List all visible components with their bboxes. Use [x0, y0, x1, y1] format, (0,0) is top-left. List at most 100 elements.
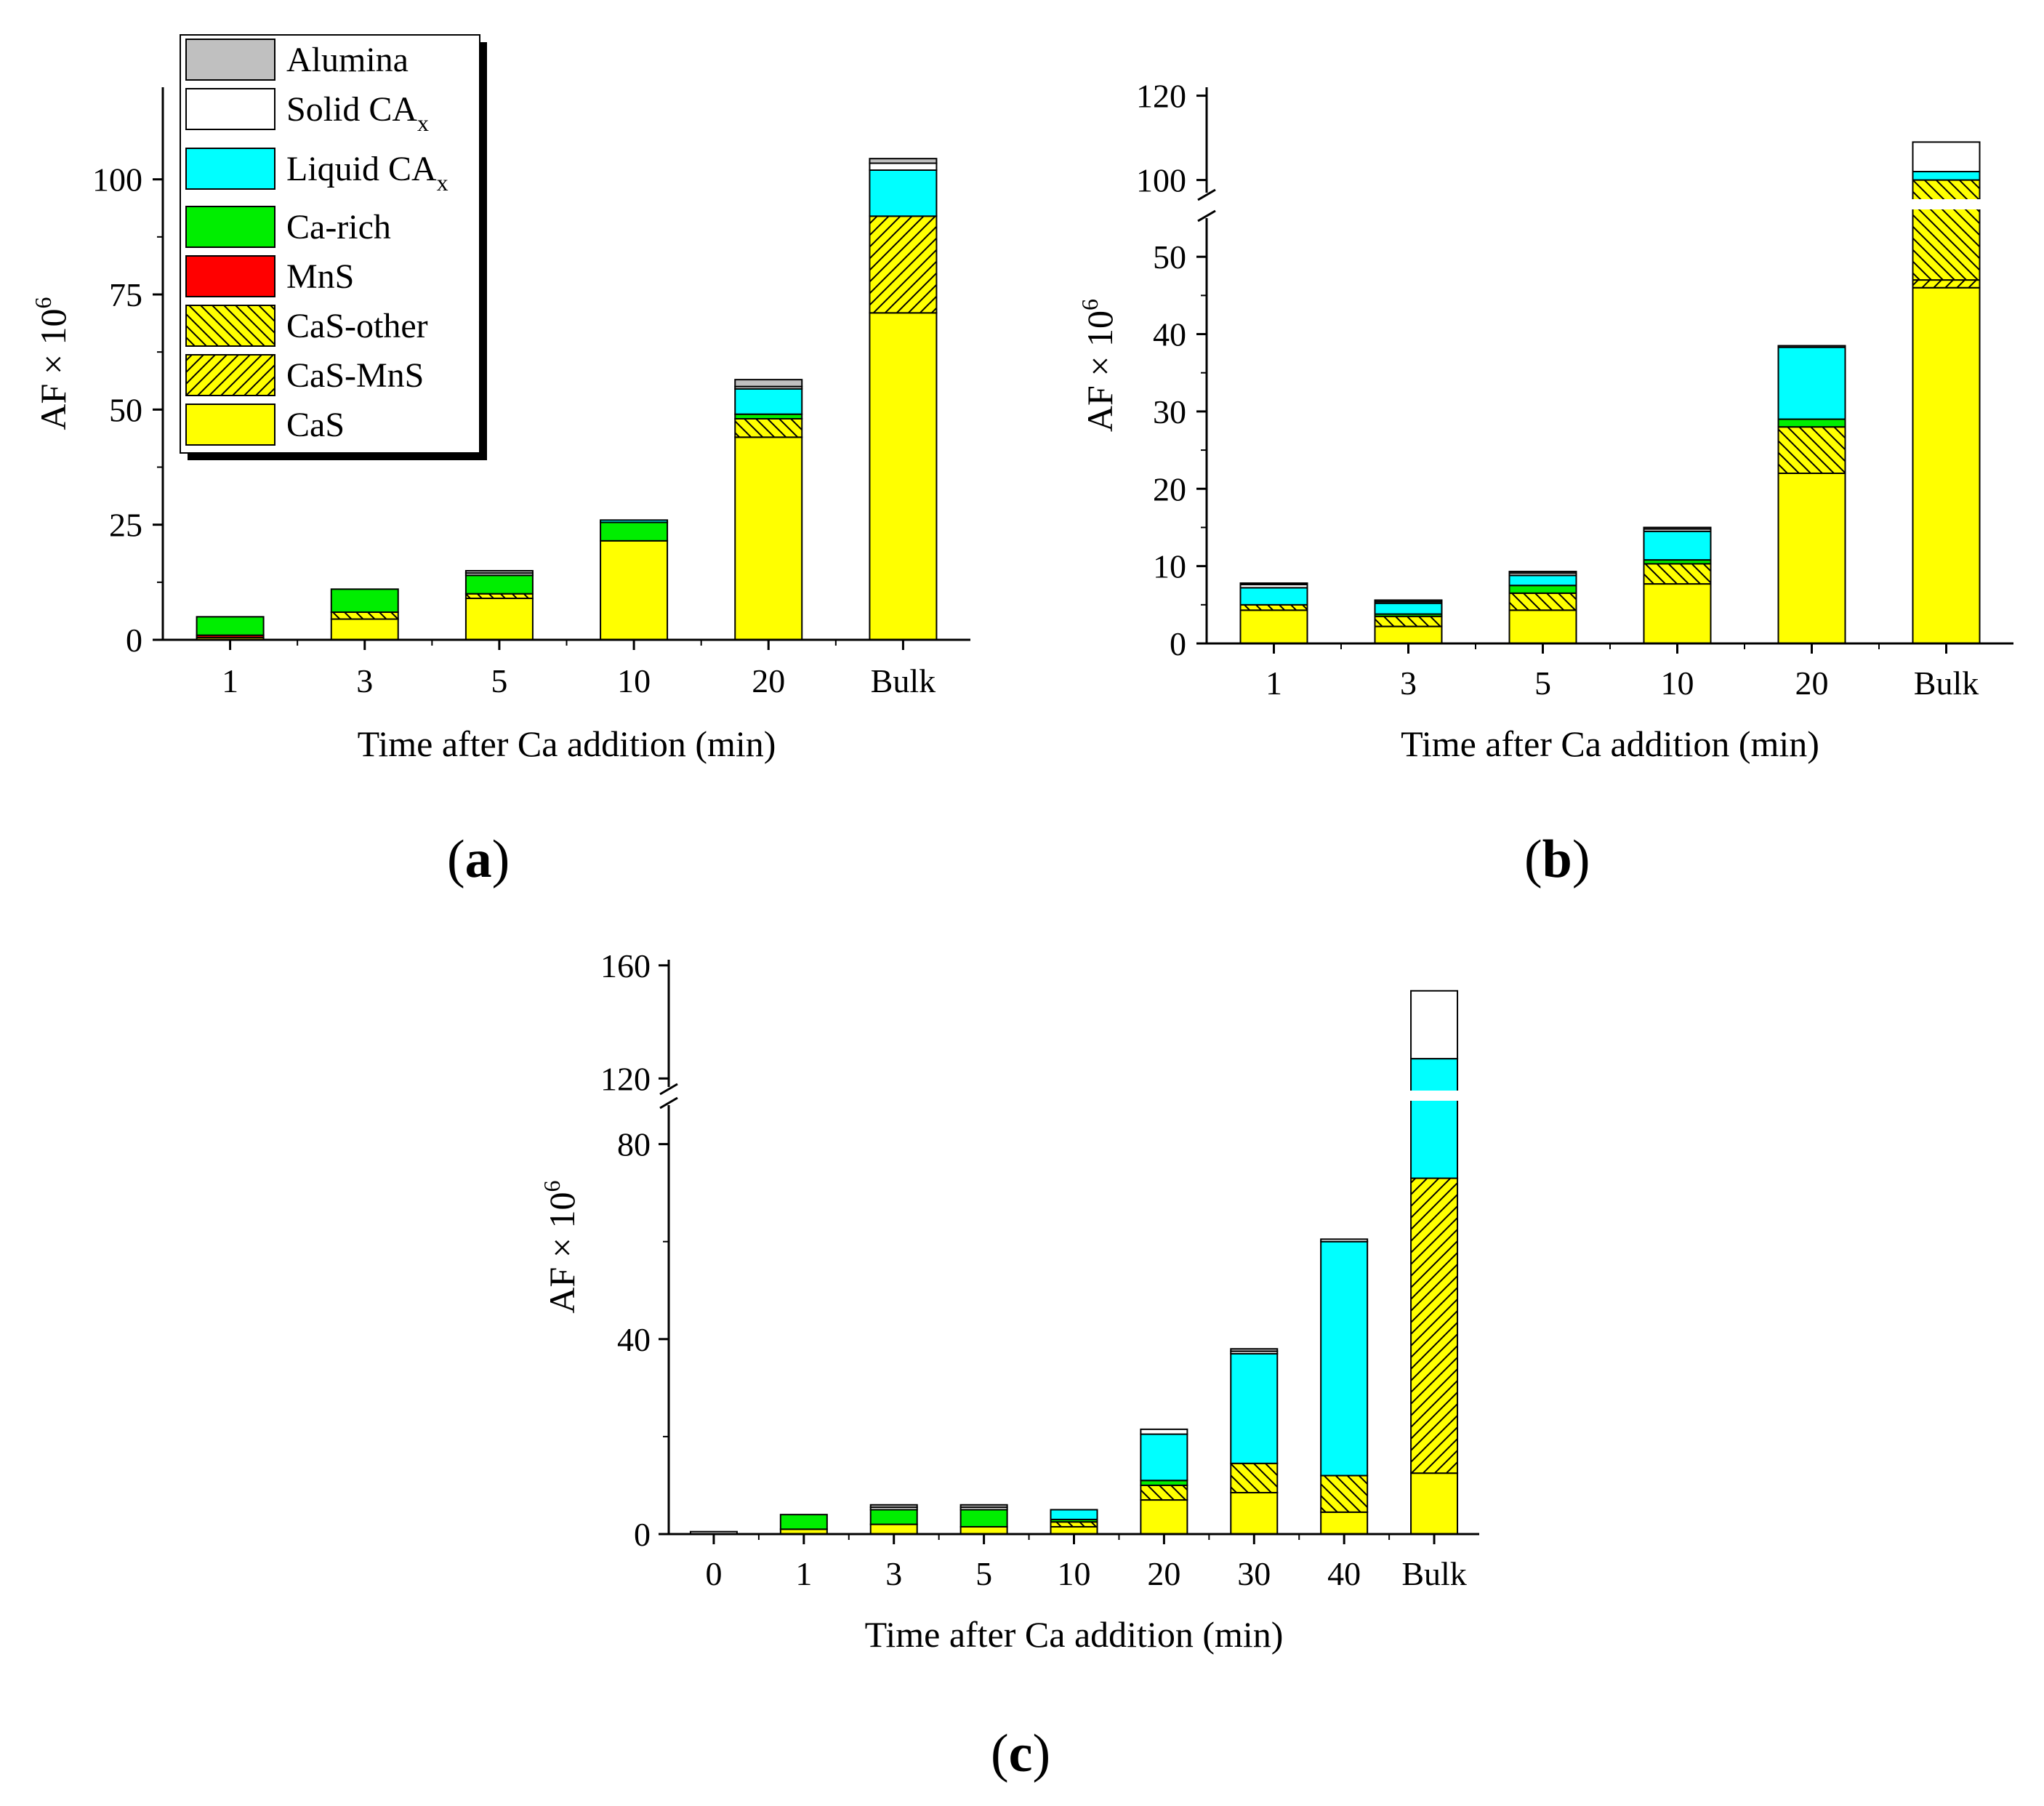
bar-segment-carich-5 — [1508, 585, 1577, 594]
bar-break-gap — [1408, 1091, 1461, 1101]
legend-swatch-cas — [185, 404, 275, 446]
bar-segment-cas-5 — [464, 598, 534, 641]
legend-swatch-carich — [185, 206, 275, 248]
bar-segment-liquid-30 — [1230, 1352, 1279, 1464]
bar-segment-casother-1 — [1239, 603, 1308, 611]
axis-break-mark-lower — [1197, 209, 1216, 222]
bar-segment-casother-3 — [330, 611, 399, 620]
bar-segment-alumina-20 — [734, 379, 803, 388]
y-axis-label-sup: 6 — [539, 1180, 565, 1192]
legend-label-text: Solid CA — [286, 90, 417, 129]
x-tick-label: 1 — [795, 1555, 812, 1592]
bar-segment-alumina-10 — [1643, 526, 1712, 530]
bar-segment-casother-10 — [1050, 1521, 1098, 1528]
bar-segment-solid-40 — [1320, 1238, 1369, 1243]
bar-segment-cas-5 — [959, 1525, 1008, 1535]
x-tick-label: 3 — [1400, 665, 1417, 702]
bar-segment-carich-1 — [779, 1514, 828, 1530]
bar-segment-liquid-1 — [1239, 587, 1308, 606]
bar-segment-casother-20 — [1140, 1484, 1188, 1501]
bar-segment-cas-10 — [600, 539, 669, 641]
bar-segment-cas-10 — [1643, 583, 1712, 644]
bar-segment-cas-3 — [330, 618, 399, 641]
x-tick-label: 1 — [222, 662, 238, 699]
chart-panel-b: 0 10 20 30 40 50 100 120 1 3 5 10 20 Bulk Time after C… — [1077, 78, 2013, 764]
x-tick-label: Bulk — [871, 662, 936, 699]
bar-segment-casother-10 — [1643, 563, 1712, 585]
legend-swatch-alumina — [185, 39, 275, 81]
bar-segment-liquid-bulk — [1410, 1058, 1459, 1179]
bar-segment-cas-1 — [1239, 609, 1308, 644]
x-tick-label: 10 — [1661, 665, 1694, 702]
bar-segment-solid-bulk — [1912, 141, 1981, 172]
y-tick-label: 10 — [1153, 548, 1186, 585]
legend-swatch-solid — [185, 88, 275, 130]
y-axis-label-text: AF × 10 — [542, 1192, 582, 1313]
bar-segment-cas-3 — [1374, 625, 1443, 644]
bar-segment-liquid-10 — [1050, 1509, 1098, 1520]
y-tick-label: 0 — [1170, 625, 1186, 662]
x-tick-label: 20 — [1147, 1555, 1180, 1592]
bar-segment-cas-10 — [1050, 1525, 1098, 1535]
x-tick-label: 10 — [617, 662, 651, 699]
legend-label-text: Alumina — [286, 41, 409, 79]
bar-segment-cas-20 — [734, 436, 803, 641]
bar-segment-solid-20 — [1140, 1428, 1188, 1435]
bar-segment-solid-20 — [1777, 345, 1846, 348]
legend-label-carich: Ca-rich — [286, 208, 391, 246]
bar-segment-alumina-bulk — [869, 158, 938, 164]
bar-segment-liquid-5 — [1508, 574, 1577, 587]
x-tick-label: 3 — [885, 1555, 902, 1592]
legend-label-text: CaS-other — [286, 307, 428, 345]
bar-segment-casmns-bulk — [1410, 1177, 1459, 1474]
y-tick-label: 120 — [600, 1060, 651, 1097]
legend-label-mns: MnS — [286, 257, 354, 296]
y-tick-label: 160 — [600, 947, 651, 984]
bar-segment-liquid-bulk — [869, 169, 938, 217]
panel-label-a: (a) — [447, 830, 510, 889]
x-tick-label: 0 — [705, 1555, 722, 1592]
bar-segment-casother-20 — [1777, 426, 1846, 475]
y-tick-label: 50 — [1153, 238, 1186, 276]
x-tick-label: 5 — [975, 1555, 992, 1592]
bar-segment-casmns-bulk — [869, 215, 938, 314]
x-tick-label: 3 — [356, 662, 373, 699]
bar-segment-liquid-10 — [1643, 530, 1712, 561]
bar-segment-carich-10 — [600, 521, 669, 542]
y-tick-label: 75 — [109, 276, 142, 313]
y-axis-label-text: AF × 10 — [33, 308, 73, 430]
x-tick-label: 20 — [1795, 665, 1829, 702]
y-tick-label: 0 — [634, 1516, 651, 1553]
bar-segment-cas-bulk — [1912, 286, 1981, 644]
panel-label-c: (c) — [991, 1724, 1051, 1783]
x-tick-label: 5 — [1534, 665, 1551, 702]
bar-segment-carich-5 — [464, 574, 534, 595]
legend-swatch-casother — [185, 305, 275, 347]
panel-label-b: (b) — [1524, 830, 1590, 889]
bar-segment-liquid-40 — [1320, 1240, 1369, 1477]
y-axis-label-text: AF × 10 — [1079, 310, 1120, 432]
y-tick-label: 30 — [1153, 393, 1186, 430]
bar-segment-alumina-5 — [959, 1504, 1008, 1509]
x-tick-label: 10 — [1058, 1555, 1091, 1592]
y-axis-label-sup: 6 — [1077, 299, 1103, 310]
legend-swatch-liquid — [185, 148, 275, 190]
bar-segment-alumina-3 — [1374, 599, 1443, 603]
bar-segment-casmns-bulk — [1912, 279, 1981, 289]
y-tick-label: 100 — [1136, 162, 1186, 199]
bar-segment-liquid-bulk — [1912, 171, 1981, 181]
axis-break-mark-lower — [659, 1096, 678, 1109]
bar-segment-alumina-30 — [1230, 1348, 1279, 1352]
y-tick-label: 50 — [109, 391, 142, 428]
bar-segment-liquid-20 — [1777, 346, 1846, 420]
axis-break-mark-upper — [1197, 188, 1216, 201]
bar-segment-alumina-1 — [1239, 582, 1308, 586]
y-tick-label: 100 — [92, 161, 142, 198]
legend-label-liquid: Liquid CAx — [286, 150, 448, 196]
y-axis-label: AF × 106 — [539, 1180, 582, 1313]
x-axis-label: Time after Ca addition (min) — [865, 1614, 1284, 1655]
legend-label-text: Ca-rich — [286, 208, 391, 246]
bar-segment-carich-20 — [1140, 1480, 1188, 1486]
y-tick-label: 20 — [1153, 470, 1186, 507]
